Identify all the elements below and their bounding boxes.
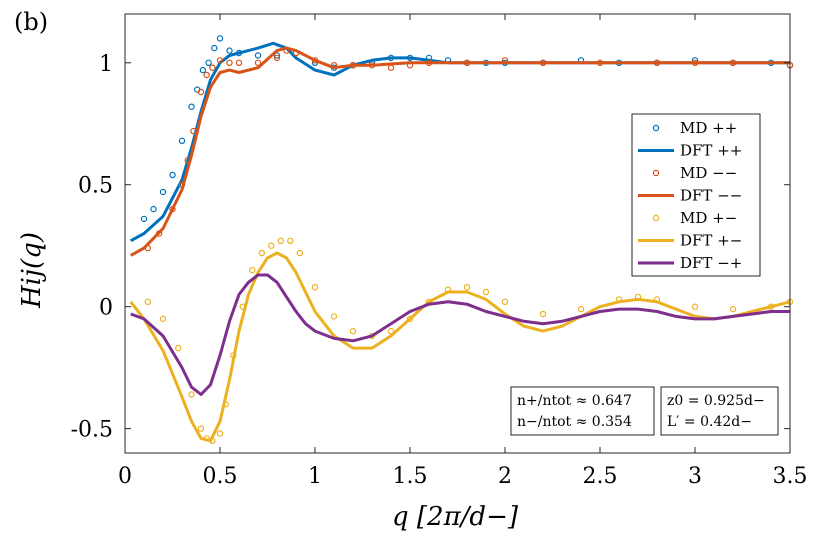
data-point: [277, 237, 284, 244]
legend-item: DFT −+: [638, 254, 742, 272]
series-6: [130, 273, 790, 396]
x-tick-label: 1.5: [393, 464, 428, 489]
data-point: [150, 205, 157, 213]
data-point: [311, 284, 319, 291]
legend-item: MD −−: [652, 164, 737, 182]
y-tick-label: 0: [99, 296, 113, 321]
data-point: [249, 266, 256, 274]
data-point: [209, 64, 216, 71]
annotation-box-0: n+/ntot ≈ 0.647 n−/ntot ≈ 0.354: [510, 386, 655, 436]
data-point: [203, 71, 210, 79]
legend-swatch: [652, 124, 660, 132]
x-tick-label: 0: [118, 464, 132, 489]
data-point: [197, 425, 205, 432]
data-point: [140, 215, 148, 223]
data-point: [174, 344, 182, 352]
data-point: [216, 430, 224, 437]
legend-item: MD ++: [652, 119, 737, 137]
data-point: [349, 327, 357, 335]
x-tick-label: 2: [498, 464, 512, 489]
data-point: [211, 44, 218, 52]
x-tick-label: 0.5: [203, 464, 238, 489]
data-point: [235, 59, 243, 67]
annotation-text: L′ = 0.42d−: [667, 414, 752, 430]
data-point: [254, 59, 262, 67]
x-tick-label: 3.5: [773, 464, 808, 489]
annotation-layer: n+/ntot ≈ 0.647 n−/ntot ≈ 0.354 z0 = 0.925…: [510, 386, 779, 436]
data-point: [729, 305, 737, 313]
data-point: [169, 171, 176, 179]
data-point: [216, 35, 224, 42]
series-3: [129, 46, 790, 257]
data-point: [463, 284, 471, 291]
data-point: [205, 59, 212, 67]
data-point: [273, 52, 281, 59]
legend-label: DFT −−: [680, 187, 742, 205]
legend-item: MD +−: [652, 209, 737, 227]
data-point: [691, 303, 699, 310]
annotation-text: z0 = 0.925d−: [667, 393, 765, 409]
data-point: [159, 188, 167, 196]
annotation-box-1: z0 = 0.925d− L′ = 0.42d−: [660, 386, 779, 436]
data-point: [226, 47, 233, 54]
legend-swatch: [652, 169, 660, 177]
legend-swatch: [652, 214, 660, 222]
data-point: [199, 66, 207, 74]
data-point: [159, 315, 167, 323]
data-point: [273, 54, 281, 62]
data-point: [144, 298, 151, 305]
data-point: [287, 237, 294, 244]
data-point: [188, 103, 195, 110]
data-point: [188, 391, 195, 398]
y-tick-label: 1: [99, 52, 113, 77]
series-layer: [129, 35, 794, 444]
annotation-text: n−/ntot ≈ 0.354: [517, 414, 632, 430]
legend-label: MD ++: [680, 119, 737, 137]
annotation-text: n+/ntot ≈ 0.647: [517, 393, 632, 409]
legend-item: DFT −−: [638, 187, 742, 205]
data-point: [216, 57, 224, 64]
data-point: [197, 88, 205, 96]
legend: MD ++ DFT ++ MD −− DFT −− MD +− DFT +− DFT −+: [631, 113, 761, 277]
x-tick-label: 1: [308, 464, 322, 489]
axes-box: [124, 13, 791, 454]
y-tick-label: -0.5: [71, 418, 113, 443]
data-point: [482, 288, 490, 296]
y-tick-label: 0.5: [78, 174, 113, 199]
legend-item: DFT ++: [638, 142, 742, 160]
panel-label: (b): [14, 8, 48, 36]
y-axis-label: Hij(q): [17, 232, 47, 309]
data-point: [296, 249, 303, 257]
legend-label: DFT +−: [680, 232, 742, 250]
data-point: [406, 315, 414, 323]
x-tick-label: 2.5: [583, 464, 618, 489]
legend-label: DFT ++: [680, 142, 742, 160]
series-line-3: [129, 46, 790, 257]
legend-label: MD −−: [680, 164, 737, 182]
series-line-6: [130, 273, 790, 396]
data-point: [539, 310, 547, 318]
data-point: [268, 242, 275, 249]
data-point: [178, 137, 186, 144]
data-point: [226, 59, 233, 67]
data-point: [254, 52, 262, 59]
data-point: [258, 249, 265, 257]
data-point: [387, 327, 395, 335]
ticks-layer: 0 0.5 1 1.5 2 2.5 3 3.5-0.500.51: [71, 14, 808, 489]
data-point: [501, 298, 509, 305]
legend-item: DFT +−: [638, 232, 742, 250]
data-point: [577, 305, 585, 313]
series-5: [129, 251, 791, 443]
x-axis-label: q [2π/d−]: [392, 502, 519, 532]
data-point: [330, 313, 338, 320]
legend-label: MD +−: [680, 209, 737, 227]
legend-label: DFT −+: [680, 254, 742, 272]
series-line-5: [129, 251, 791, 443]
x-tick-label: 3: [688, 464, 702, 489]
